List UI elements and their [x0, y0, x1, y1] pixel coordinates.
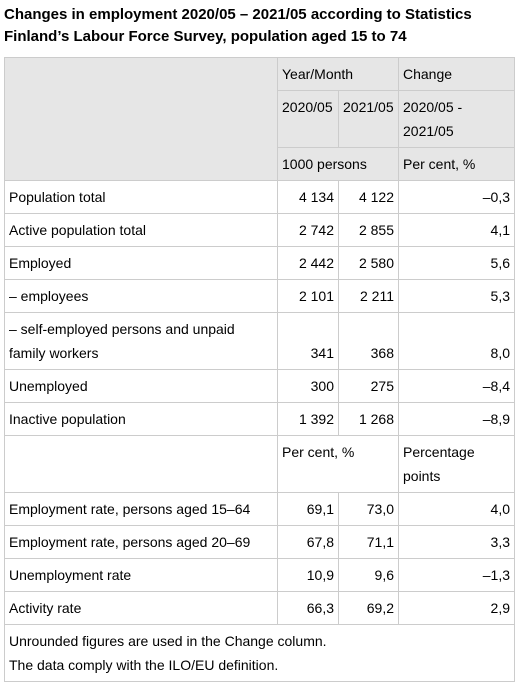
header-row: 1000 persons Per cent, % [5, 147, 515, 181]
header-cell: 1000 persons [277, 147, 399, 181]
value-cell: 5,3 [398, 279, 515, 313]
value-cell: 66,3 [277, 591, 339, 625]
header-cell: 2020/05 - 2021/05 [398, 90, 515, 148]
value-cell: 2 101 [277, 279, 339, 313]
row-label: Activity rate [4, 591, 278, 625]
subheader-row: Per cent, % Percentage points [4, 435, 515, 493]
table-row: – employees 2 101 2 211 5,3 [4, 279, 515, 313]
page: Changes in employment 2020/05 – 2021/05 … [0, 4, 522, 690]
value-cell: –0,3 [398, 180, 515, 214]
value-cell: 4 122 [338, 180, 399, 214]
value-cell: 5,6 [398, 246, 515, 280]
value-cell: –8,9 [398, 402, 515, 436]
header-blank [4, 57, 278, 181]
value-cell: 3,3 [398, 525, 515, 559]
table-row: Unemployed 300 275 –8,4 [4, 369, 515, 403]
header-row: Year/Month Change [4, 57, 515, 181]
value-cell: 4 134 [277, 180, 339, 214]
value-cell: 8,0 [398, 312, 515, 370]
value-cell: 69,2 [338, 591, 399, 625]
value-cell: 9,6 [338, 558, 399, 592]
value-cell: 2,9 [398, 591, 515, 625]
table-row: Employed 2 442 2 580 5,6 [4, 246, 515, 280]
row-label: – employees [4, 279, 278, 313]
value-cell: –8,4 [398, 369, 515, 403]
row-label: Unemployed [4, 369, 278, 403]
table-row: Population total 4 134 4 122 –0,3 [4, 180, 515, 214]
value-cell: 275 [338, 369, 399, 403]
value-cell: 341 [277, 312, 339, 370]
value-cell: 1 392 [277, 402, 339, 436]
value-cell: 2 211 [338, 279, 399, 313]
row-label: Unemployment rate [4, 558, 278, 592]
value-cell: 71,1 [338, 525, 399, 559]
header-cell: 2021/05 [338, 90, 399, 148]
table-row: Active population total 2 742 2 855 4,1 [4, 213, 515, 247]
table-row: Activity rate 66,3 69,2 2,9 [4, 591, 515, 625]
subheader-cell: Percentage points [398, 435, 515, 493]
subheader-cell: Per cent, % [277, 435, 399, 493]
table-row: Inactive population 1 392 1 268 –8,9 [4, 402, 515, 436]
header-row: 2020/05 2021/05 2020/05 - 2021/05 [5, 90, 515, 148]
notes-row: Unrounded figures are used in the Change… [4, 624, 515, 682]
row-label: Employment rate, persons aged 15–64 [4, 492, 278, 526]
row-label: Inactive population [4, 402, 278, 436]
value-cell: 1 268 [338, 402, 399, 436]
note: The data comply with the ILO/EU definiti… [9, 657, 279, 673]
row-label: Employment rate, persons aged 20–69 [4, 525, 278, 559]
header-cell: Change [398, 57, 515, 91]
row-label: Active population total [4, 213, 278, 247]
subheader-blank [4, 435, 278, 493]
value-cell: 73,0 [338, 492, 399, 526]
value-cell: 10,9 [277, 558, 339, 592]
header-cell: Year/Month [277, 57, 399, 91]
value-cell: 69,1 [277, 492, 339, 526]
notes-cell: Unrounded figures are used in the Change… [4, 624, 515, 682]
value-cell: 2 742 [277, 213, 339, 247]
header-cell: 2020/05 [277, 90, 339, 148]
table-row: Employment rate, persons aged 20–69 67,8 7… [4, 525, 515, 559]
row-label: Employed [4, 246, 278, 280]
employment-table: Year/Month Change 2020/05 2021/05 2020/0… [4, 57, 515, 682]
value-cell: 368 [338, 312, 399, 370]
value-cell: 2 442 [277, 246, 339, 280]
value-cell: 300 [277, 369, 339, 403]
value-cell: 2 580 [338, 246, 399, 280]
value-cell: 67,8 [277, 525, 339, 559]
row-label: Population total [4, 180, 278, 214]
value-cell: 2 855 [338, 213, 399, 247]
value-cell: –1,3 [398, 558, 515, 592]
table-row: – self-employed persons and unpaid famil… [4, 312, 515, 370]
note: Unrounded figures are used in the Change… [9, 633, 327, 649]
table-row: Employment rate, persons aged 15–64 69,1 7… [4, 492, 515, 526]
header-cell: Per cent, % [398, 147, 515, 181]
value-cell: 4,0 [398, 492, 515, 526]
table-row: Unemployment rate 10,9 9,6 –1,3 [4, 558, 515, 592]
title: Changes in employment 2020/05 – 2021/05 … [4, 6, 472, 45]
value-cell: 4,1 [398, 213, 515, 247]
row-label: – self-employed persons and unpaid famil… [4, 312, 278, 370]
